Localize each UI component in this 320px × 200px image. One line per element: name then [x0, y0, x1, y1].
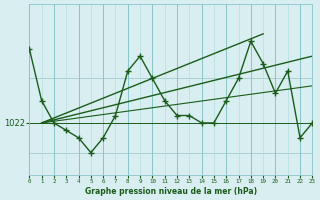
X-axis label: Graphe pression niveau de la mer (hPa): Graphe pression niveau de la mer (hPa)	[85, 187, 257, 196]
